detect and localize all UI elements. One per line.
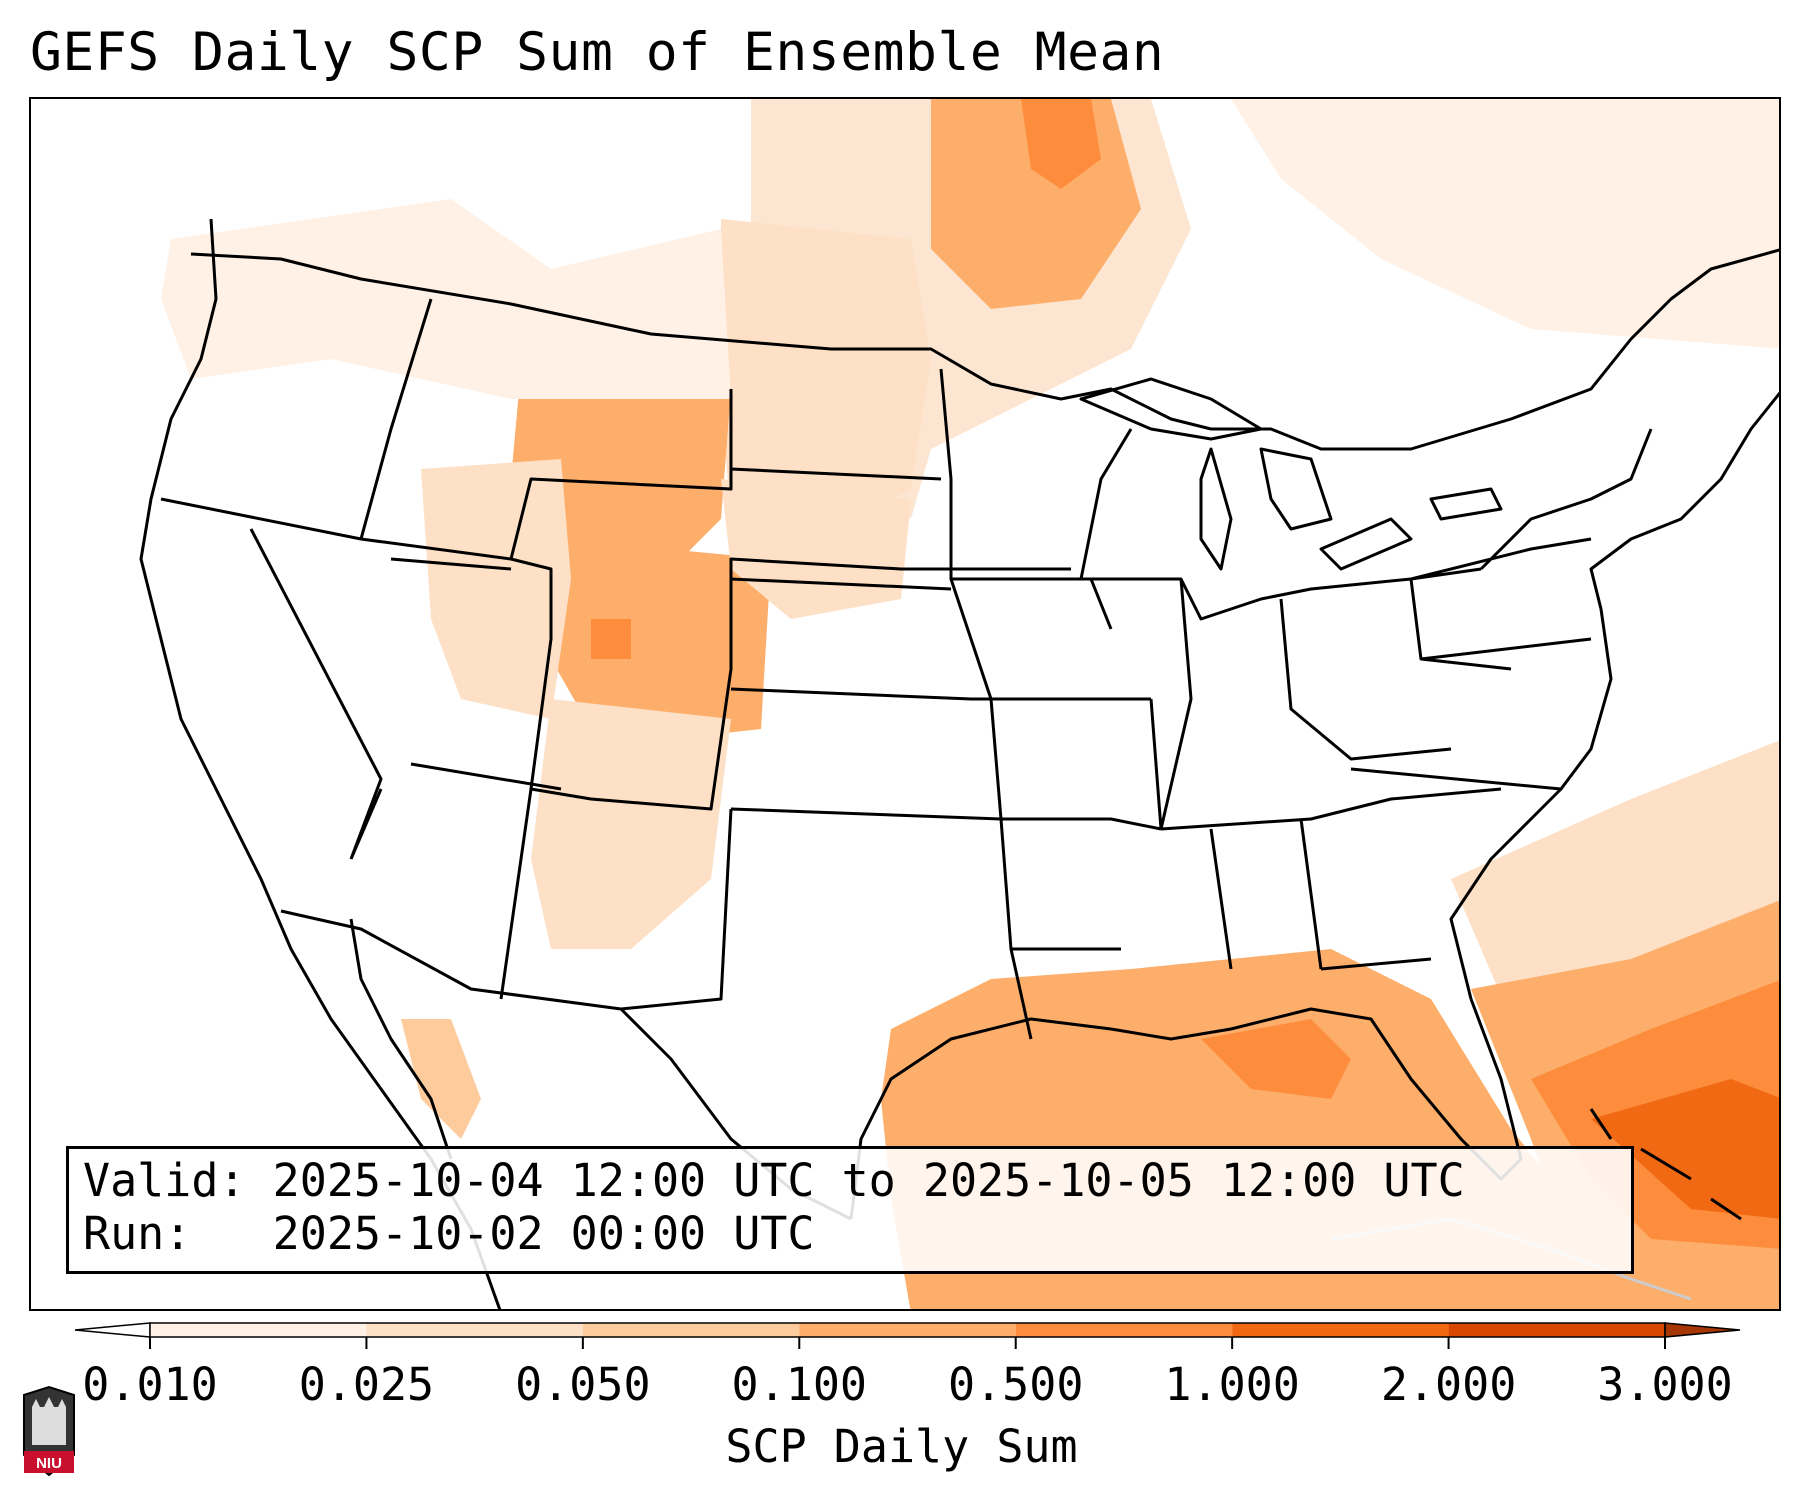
colorbar: [74, 1322, 1741, 1349]
colorbar-tick-label: 0.050: [515, 1358, 651, 1411]
colorbar-tick-label: 0.500: [947, 1358, 1084, 1411]
lake-huron: [1259, 447, 1333, 531]
scp-region-northwest: [161, 199, 731, 399]
page-title: GEFS Daily SCP Sum of Ensemble Mean: [30, 22, 1165, 83]
colorbar-segments: [74, 1322, 1741, 1338]
niu-logo: NIU: [23, 1385, 75, 1477]
scp-region-sinaloa: [401, 1019, 481, 1139]
colorbar-extend-low: [74, 1322, 151, 1338]
logo-text: NIU: [36, 1455, 62, 1472]
us-canada-border: [190, 248, 1779, 451]
colorbar-segment: [799, 1323, 1016, 1337]
colorbar-tick-label: 0.010: [82, 1358, 218, 1411]
colorbar-segment: [1015, 1323, 1233, 1337]
map-svg: [139, 99, 1779, 1309]
lake-superior: [1079, 377, 1263, 441]
colorbar-segment: [1448, 1323, 1665, 1337]
colorbar-tick-label: 2.000: [1380, 1358, 1517, 1411]
baja-coast: [349, 918, 453, 1160]
colorbar-outline: [149, 1322, 1666, 1338]
colorbar-ticks: [149, 1337, 1666, 1349]
lake-erie: [1319, 517, 1413, 571]
validity-info-box: Valid: 2025-10-04 12:00 UTC to 2025-10-0…: [66, 1146, 1634, 1274]
bahamas-islands: [1589, 1108, 1742, 1221]
scp-region-colorado: [551, 539, 771, 739]
colorbar-tick-label: 0.100: [731, 1358, 868, 1411]
scp-region-dakotas: [721, 219, 931, 519]
scp-region-quebec: [1231, 99, 1779, 349]
lake-ontario: [1429, 487, 1503, 521]
scp-region-gulf-core: [1201, 1019, 1351, 1099]
map-panel: [29, 97, 1781, 1311]
east-coast: [1449, 391, 1779, 1000]
scp-region-colorado-core: [591, 619, 631, 659]
scp-region-manitoba-core: [1021, 99, 1101, 189]
colorbar-tick-label: 3.000: [1597, 1358, 1733, 1411]
run-time-line: Run: 2025-10-02 00:00 UTC: [83, 1207, 815, 1260]
colorbar-tick-label: 0.025: [298, 1358, 435, 1411]
scp-region-bahamas-core: [1591, 1079, 1779, 1219]
colorbar-tick-label: 1.000: [1164, 1358, 1300, 1411]
scp-field-layer: [161, 99, 1779, 1309]
colorbar-extend-high: [1664, 1322, 1741, 1338]
scp-region-utah: [421, 459, 571, 719]
scp-region-new-mexico: [531, 699, 731, 949]
state-borders: [160, 298, 1653, 1040]
valid-time-line: Valid: 2025-10-04 12:00 UTC to 2025-10-0…: [83, 1154, 1465, 1207]
colorbar-label: SCP Daily Sum: [725, 1420, 1078, 1473]
west-coast: [139, 218, 502, 1309]
lake-michigan: [1199, 447, 1233, 571]
colorbar-segment: [150, 1323, 367, 1337]
colorbar-segment: [366, 1323, 583, 1337]
colorbar-segment: [1232, 1323, 1449, 1337]
colorbar-segment: [582, 1323, 800, 1337]
